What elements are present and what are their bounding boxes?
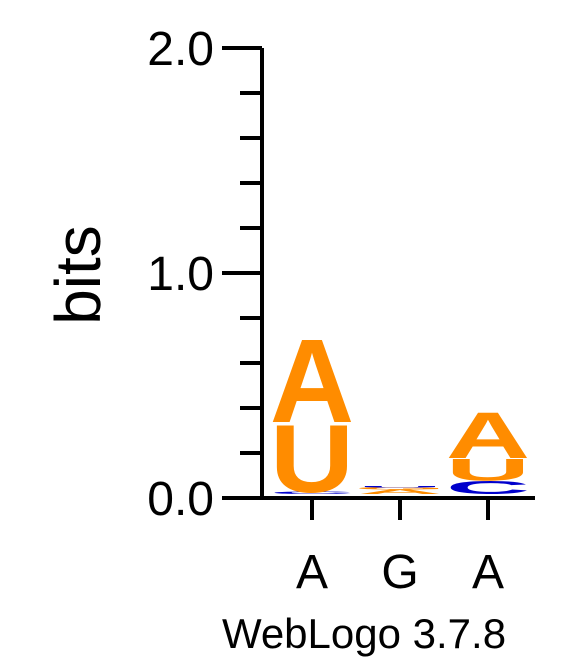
y-tick-label: 0.0 bbox=[147, 473, 214, 526]
logo-letter-U: U bbox=[358, 486, 442, 488]
x-position-label: A bbox=[296, 546, 328, 599]
logo-letter-G: G bbox=[355, 487, 446, 490]
logo-letter-U: U bbox=[446, 453, 530, 488]
y-tick-label: 1.0 bbox=[147, 248, 214, 301]
logo-letter-A: A bbox=[270, 314, 354, 447]
y-ticks: 0.0 1.0 2.0 bbox=[147, 23, 262, 526]
logo-letter-C: C bbox=[446, 477, 530, 498]
logo-letter-A: A bbox=[358, 488, 442, 495]
x-position-label: A bbox=[472, 546, 504, 599]
logo-letter-C: C bbox=[270, 491, 354, 494]
y-axis-label: bits bbox=[42, 225, 114, 325]
logo-letter-A: A bbox=[446, 399, 530, 472]
x-position-label: G bbox=[381, 546, 418, 599]
weblogo-credit: WebLogo 3.7.8 bbox=[222, 610, 506, 657]
logo-letter-U: U bbox=[270, 404, 354, 512]
y-tick-label: 2.0 bbox=[147, 23, 214, 76]
